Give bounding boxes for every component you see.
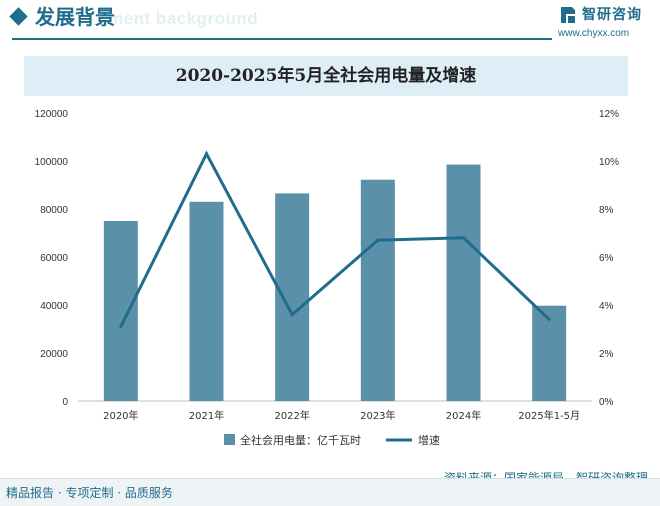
y-left-tick-label: 100000: [35, 157, 69, 168]
chart-title: 2020-2025年5月全社会用电量及增速: [175, 66, 477, 86]
section-title: 发展背景: [35, 5, 115, 29]
x-tick-label: 2020年: [103, 409, 138, 422]
growth-point: [119, 325, 123, 329]
chart-title-band: 2020-2025年5月全社会用电量及增速: [24, 56, 628, 96]
y-left-tick-label: 120000: [35, 109, 69, 120]
y-left-tick-label: 0: [62, 397, 68, 408]
footer-bar: 精品报告 · 专项定制 · 品质服务: [0, 478, 660, 506]
growth-line: [119, 150, 551, 328]
y-right-tick-label: 4%: [599, 301, 614, 312]
y-left-tick-label: 40000: [40, 301, 68, 312]
x-tick-label: 2021年: [189, 409, 224, 422]
legend-bar-label: 全社会用电量：亿千瓦时: [240, 433, 361, 447]
brand-url: www.chyxx.com: [558, 28, 630, 39]
x-tick-label: 2022年: [274, 409, 309, 422]
y-left-tick-label: 80000: [40, 205, 68, 216]
legend-line-label: 增速: [418, 433, 440, 447]
y-right-tick-label: 12%: [599, 109, 619, 120]
growth-point: [205, 152, 208, 156]
y-right-tick-label: 6%: [599, 253, 614, 264]
section-header: ment background 发展背景 智研咨询 www.chyxx.com: [0, 0, 660, 42]
growth-point: [547, 317, 551, 321]
y-right-tick-label: 2%: [599, 349, 614, 360]
legend-bar-swatch: [224, 434, 235, 445]
bar: [103, 221, 138, 401]
growth-point: [376, 238, 380, 242]
y-right-tick-label: 10%: [599, 157, 619, 168]
x-tick-label: 2025年1-5月: [518, 409, 580, 422]
y-left-tick-label: 20000: [40, 349, 68, 360]
bar: [532, 305, 567, 401]
growth-point: [462, 236, 465, 240]
section-watermark: ment background: [108, 9, 259, 28]
y-right-tick-label: 0%: [599, 397, 614, 408]
header-divider: [12, 38, 552, 40]
brand-logo-icon: [561, 7, 575, 23]
bar: [275, 193, 310, 401]
bar: [446, 164, 481, 401]
bar: [360, 179, 395, 401]
bar: [189, 201, 224, 401]
x-tick-label: 2024年: [446, 409, 481, 422]
footer-slogan: 精品报告 · 专项定制 · 品质服务: [6, 486, 173, 500]
y-right-tick-label: 8%: [599, 205, 614, 216]
brand-name: 智研咨询: [582, 7, 642, 23]
y-left-tick-label: 60000: [40, 253, 68, 264]
growth-point: [290, 313, 294, 317]
x-tick-label: 2023年: [360, 409, 395, 422]
